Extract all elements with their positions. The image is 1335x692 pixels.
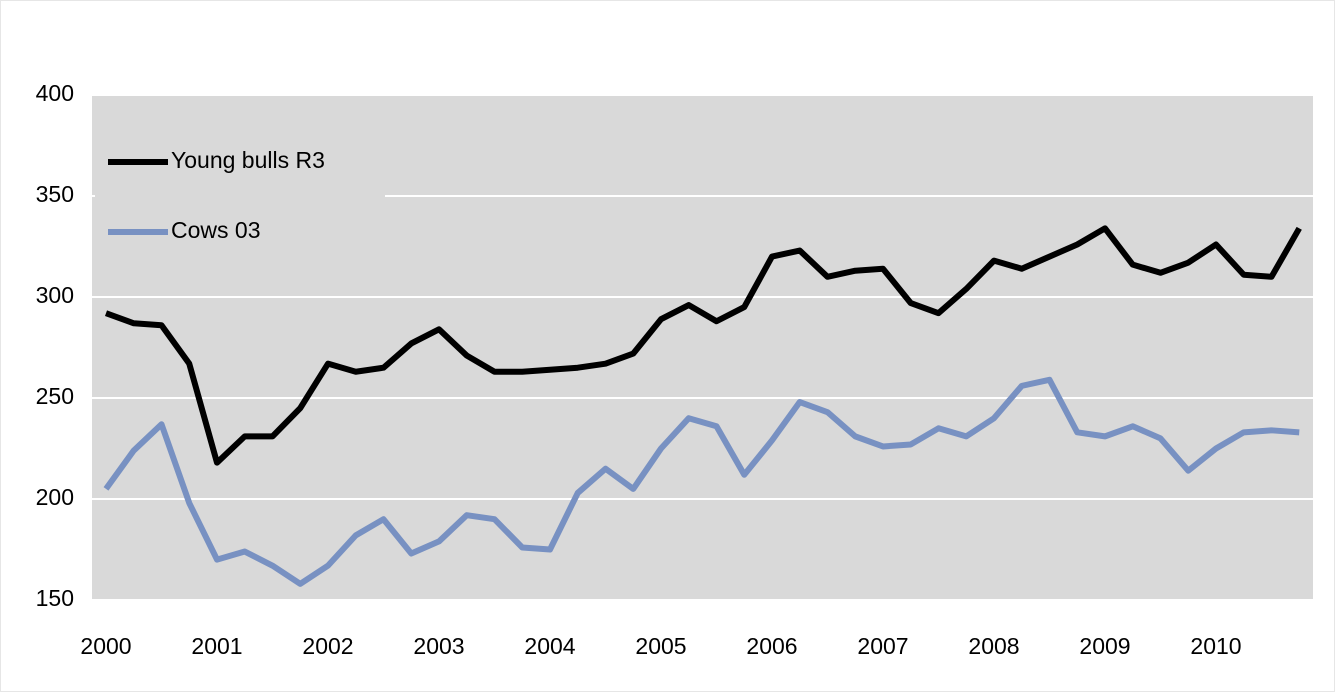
x-tick-label: 2005 [635,633,686,659]
y-tick-label: 250 [36,383,74,409]
series-line [103,376,1300,587]
x-tick-label: 2002 [302,633,353,659]
x-tick-label: 2008 [968,633,1019,659]
x-tick-label: 2003 [413,633,464,659]
x-tick-label: 2000 [80,633,131,659]
x-tick-label: 2006 [746,633,797,659]
x-tick-label: 2009 [1079,633,1130,659]
y-tick-label: 350 [36,181,74,207]
y-tick-label: 150 [36,585,74,611]
x-tick-label: 2010 [1190,633,1241,659]
legend-box [95,112,385,272]
y-tick-label: 200 [36,484,74,510]
x-tick-label: 2001 [191,633,242,659]
y-tick-label: 300 [36,282,74,308]
y-tick-label: 400 [36,80,74,106]
legend-label: Young bulls R3 [171,147,325,173]
x-tick-label: 2007 [857,633,908,659]
series-line [104,225,1302,466]
legend-label: Cows 03 [171,217,260,243]
x-tick-label: 2004 [524,633,575,659]
